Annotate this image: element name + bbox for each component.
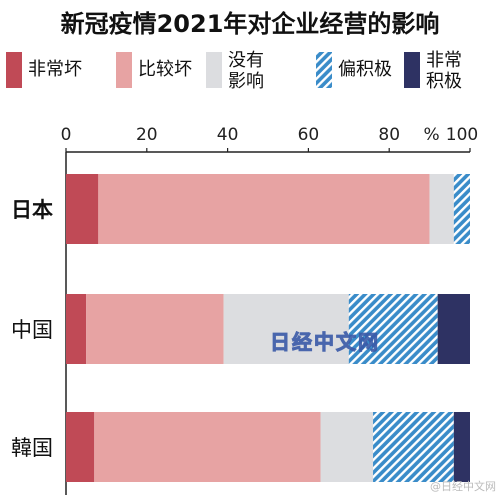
watermark-text: 日经中文网: [270, 330, 380, 355]
x-unit-label: %: [424, 125, 440, 145]
category-label: 日本: [11, 198, 53, 222]
bar-segment: [429, 174, 454, 244]
chart-title: 新冠疫情2021年对企业经营的影响: [60, 10, 440, 38]
legend-swatch-very-positive: [404, 52, 420, 88]
bar-segment: [453, 412, 470, 482]
legend-label-very-positive-2: 积极: [426, 71, 462, 92]
bar-segment: [86, 294, 224, 364]
legend: 非常坏 比较坏 没有 影响 偏积极 非常 积极: [0, 44, 500, 106]
legend-label-very-bad: 非常坏: [28, 59, 82, 80]
bar-segment: [66, 412, 95, 482]
bar-segment: [437, 294, 470, 364]
legend-label-no-impact-1: 没有: [228, 50, 264, 71]
bar-segment: [453, 174, 470, 244]
category-label: 中国: [11, 318, 53, 342]
bar-segment: [223, 294, 349, 364]
bar-segment: [66, 174, 99, 244]
x-tick-label: 60: [298, 125, 320, 145]
x-tick-label: 0: [61, 125, 72, 145]
legend-swatch-no-impact: [206, 52, 222, 88]
bar-segment: [94, 412, 321, 482]
bar-segment: [348, 294, 438, 364]
legend-label-no-impact-2: 影响: [228, 71, 264, 92]
legend-swatch-very-bad: [6, 52, 22, 88]
bar-segment: [373, 412, 454, 482]
x-tick-label: 40: [217, 125, 239, 145]
bar-segment: [320, 412, 374, 482]
legend-label-slightly-positive: 偏积极: [338, 59, 392, 80]
credit-text: @日经中文网: [430, 480, 496, 493]
bar-segment: [98, 174, 430, 244]
legend-swatch-slightly-positive: [316, 52, 332, 88]
bar-segment: [66, 294, 87, 364]
x-tick-label: 80: [378, 125, 400, 145]
x-tick-label: 20: [136, 125, 158, 145]
legend-label-very-positive-1: 非常: [426, 50, 462, 71]
bars: [66, 174, 470, 482]
legend-swatch-rather-bad: [116, 52, 132, 88]
x-tick-label: 100: [446, 125, 478, 145]
legend-label-rather-bad: 比较坏: [138, 59, 192, 80]
category-label: 韓国: [11, 436, 53, 460]
